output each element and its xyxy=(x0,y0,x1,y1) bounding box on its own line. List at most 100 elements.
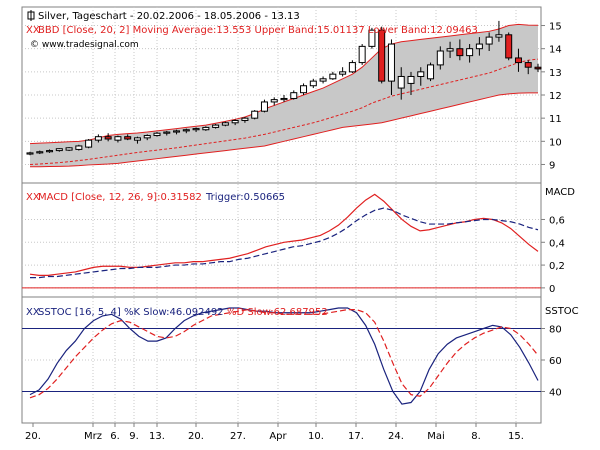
candle-body xyxy=(378,29,386,82)
y-tick-label: 12 xyxy=(549,91,562,102)
x-tick-label: Mrz xyxy=(84,431,102,442)
sstoc-lines xyxy=(22,307,541,405)
candlesticks xyxy=(26,20,542,156)
macd-label: MACD [Close, 12, 26, 9]:0.31582 xyxy=(38,192,202,203)
source-label: © www.tradesignal.com xyxy=(30,40,139,50)
x-tick-label: 15. xyxy=(508,431,524,442)
candle-body xyxy=(212,124,220,128)
candle-body xyxy=(251,110,259,119)
candle-body xyxy=(85,139,93,148)
candle-body xyxy=(231,119,239,124)
candle-body xyxy=(36,151,44,154)
candle-body xyxy=(241,117,249,121)
sstoc-marker: ⅩⅩ xyxy=(26,307,40,318)
macd-panel-title: MACD xyxy=(545,187,575,198)
candle-body xyxy=(358,45,366,64)
y-tick-label: 11 xyxy=(549,114,562,125)
indicator-marker: ⅩⅩ xyxy=(26,25,40,36)
macd-line xyxy=(29,193,539,276)
candle-body xyxy=(55,148,63,152)
x-tick-label: 6. xyxy=(110,431,120,442)
candle-body xyxy=(163,131,171,134)
candle-body xyxy=(124,136,132,140)
y-tick-labels: 9 10 11 12 13 14 15 0 0,2 0,4 0,6 40 60 80 xyxy=(549,22,565,399)
candle-body xyxy=(26,152,34,155)
candle-body xyxy=(417,71,425,77)
x-tick-label: 17. xyxy=(348,431,364,442)
y-tick-label: 40 xyxy=(549,388,562,399)
y-tick-label: 10 xyxy=(549,137,562,148)
candle-body xyxy=(505,34,513,59)
x-tick-label: Mai xyxy=(427,431,445,442)
candle-body xyxy=(495,34,503,38)
candle-body xyxy=(153,132,161,137)
candle-body xyxy=(485,36,493,45)
candle-body xyxy=(300,85,308,94)
candle-body xyxy=(329,73,337,80)
x-tick-label: 10. xyxy=(308,431,324,442)
candle-body xyxy=(466,48,474,57)
candle-body xyxy=(387,43,395,82)
chart-title: Silver, Tageschart - 20.02.2006 - 18.05.… xyxy=(38,11,300,22)
candle-body xyxy=(192,128,200,131)
sstoc-label: SSTOC [16, 5, 4] %K Slow:46.092492 xyxy=(38,307,224,318)
y-tick-label: 13 xyxy=(549,68,562,79)
moving-average-line xyxy=(29,58,539,165)
candle-body xyxy=(280,97,288,101)
x-tick-label: 24. xyxy=(388,431,404,442)
x-tick-label: 13. xyxy=(149,431,165,442)
candle-body xyxy=(368,29,376,47)
candle-body xyxy=(427,64,435,80)
x-tick-label: 27. xyxy=(230,431,246,442)
candle-body xyxy=(94,136,102,141)
macd-lines xyxy=(22,193,541,289)
candle-body xyxy=(339,71,347,75)
macd-trigger-label: Trigger:0.50665 xyxy=(205,192,285,203)
d-slow-line xyxy=(29,308,539,399)
candle-body xyxy=(143,135,151,139)
candle-body xyxy=(397,75,405,89)
candle-body xyxy=(182,129,190,132)
x-tick-label: Apr xyxy=(269,431,287,442)
candle-body xyxy=(456,48,464,57)
y-tick-label: 15 xyxy=(549,22,562,33)
y-tick-label: 60 xyxy=(549,356,562,367)
trigger-line xyxy=(30,207,539,279)
candle-body xyxy=(75,145,83,150)
candle-body xyxy=(173,130,181,133)
candle-body xyxy=(65,147,73,151)
macd-marker: ⅩⅩ xyxy=(26,192,40,203)
candle-body xyxy=(221,122,229,126)
candle-body xyxy=(133,137,141,141)
candle-body xyxy=(514,57,522,64)
candle-body xyxy=(104,136,112,140)
candle-body xyxy=(348,62,356,73)
y-tick-label: 0,4 xyxy=(549,238,565,249)
candle-body xyxy=(446,48,454,52)
x-tick-label: 9. xyxy=(129,431,139,442)
y-tick-label: 9 xyxy=(549,160,555,171)
macd-panel xyxy=(21,182,542,298)
y-tick-label: 14 xyxy=(549,45,562,56)
sstoc-panel-title: SSTOC xyxy=(545,306,579,317)
candle-body xyxy=(46,150,54,153)
bbd-label: BBD [Close, 20, 2] Moving Average:13.553… xyxy=(38,25,478,36)
candle-body xyxy=(290,92,298,99)
x-tick-label: 8. xyxy=(471,431,481,442)
y-tick-label: 0,2 xyxy=(549,261,565,272)
candle-body xyxy=(202,126,210,131)
candle-body xyxy=(319,78,327,82)
sstoc-d-label: %D Slow:62.687952 xyxy=(227,307,328,318)
x-tick-labels: 20. Mrz 6. 9. 13. 20. 27. Apr 10. 17. 24. Mai 8. 15. xyxy=(25,431,524,442)
k-slow-line xyxy=(29,307,539,405)
candle-body xyxy=(475,43,483,50)
candle-body xyxy=(309,80,317,87)
lower-band-line xyxy=(30,92,538,168)
y-tick-label: 0 xyxy=(549,284,555,295)
candle-body xyxy=(114,136,122,141)
candle-body xyxy=(436,50,444,66)
candle-body xyxy=(407,75,415,84)
candle-body xyxy=(260,101,268,112)
candle-body xyxy=(524,62,532,68)
